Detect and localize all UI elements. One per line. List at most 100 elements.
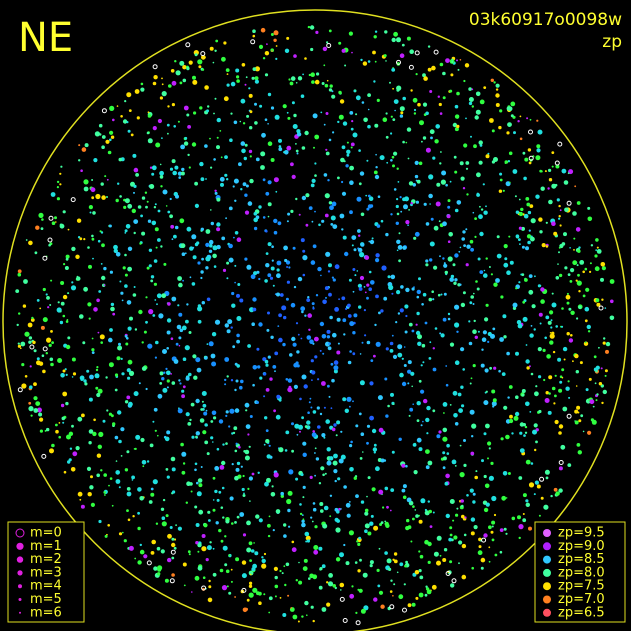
star	[447, 199, 451, 203]
star	[252, 67, 257, 71]
star	[249, 415, 253, 418]
star	[383, 459, 387, 462]
star	[115, 460, 118, 462]
star	[332, 584, 337, 588]
star	[212, 253, 217, 259]
star	[425, 259, 429, 263]
star	[423, 202, 427, 206]
star	[364, 508, 369, 513]
star	[325, 112, 329, 115]
star	[484, 368, 489, 373]
star	[105, 139, 110, 144]
star	[242, 607, 248, 613]
star	[134, 557, 137, 560]
star	[448, 537, 453, 542]
star	[427, 67, 432, 72]
star	[151, 165, 157, 171]
star	[408, 322, 413, 327]
star	[426, 589, 432, 595]
bright-star	[558, 460, 564, 465]
star	[358, 412, 362, 416]
star	[499, 337, 504, 342]
star	[314, 174, 317, 177]
star	[329, 315, 333, 320]
star	[461, 504, 464, 508]
star	[320, 111, 323, 114]
magnitude-label: m=2	[30, 552, 62, 567]
zp-marker	[543, 555, 551, 564]
star	[153, 566, 158, 571]
star	[137, 487, 142, 492]
star	[366, 340, 371, 345]
star	[35, 225, 40, 230]
star	[131, 479, 134, 481]
star	[577, 273, 580, 277]
star	[453, 281, 457, 285]
star	[226, 178, 229, 181]
star	[354, 561, 358, 564]
star	[524, 157, 529, 162]
star	[352, 132, 358, 138]
star	[397, 344, 403, 350]
star	[396, 37, 401, 43]
star	[127, 246, 133, 251]
star	[225, 217, 228, 220]
star	[250, 549, 255, 553]
star	[17, 269, 22, 274]
star	[503, 335, 507, 339]
star	[240, 465, 243, 468]
star	[368, 270, 372, 274]
star	[372, 50, 376, 55]
star	[200, 408, 204, 411]
star	[38, 212, 44, 218]
star	[92, 211, 96, 215]
star	[315, 294, 319, 297]
star	[242, 182, 247, 187]
star	[374, 123, 379, 128]
star	[525, 359, 530, 364]
star	[577, 249, 581, 253]
star	[498, 369, 501, 373]
star	[298, 213, 301, 216]
star	[159, 163, 162, 166]
star	[605, 341, 611, 347]
star	[422, 420, 424, 423]
star	[181, 389, 185, 393]
star	[495, 103, 500, 107]
star	[318, 546, 323, 551]
star	[46, 427, 50, 432]
star	[127, 376, 131, 380]
star	[167, 105, 170, 108]
star	[180, 144, 186, 150]
star	[513, 415, 519, 421]
star	[248, 149, 253, 154]
star	[359, 380, 365, 386]
star	[98, 431, 104, 437]
star	[180, 442, 184, 447]
star	[171, 381, 176, 385]
star	[429, 203, 431, 205]
star	[357, 569, 361, 573]
star	[133, 286, 136, 288]
star	[119, 195, 122, 198]
star	[534, 448, 537, 452]
star	[425, 449, 430, 454]
star	[461, 574, 467, 580]
star	[337, 342, 340, 345]
star	[312, 502, 316, 505]
star	[358, 287, 363, 291]
star	[96, 473, 100, 478]
star	[396, 88, 400, 92]
bright-star	[402, 607, 407, 613]
star	[558, 388, 563, 393]
star	[360, 500, 365, 504]
bright-star	[200, 51, 206, 57]
star	[181, 325, 187, 331]
star	[101, 195, 106, 200]
star	[509, 260, 514, 265]
star	[58, 435, 61, 439]
star	[432, 347, 435, 350]
star	[610, 299, 614, 304]
star	[63, 470, 67, 474]
magnitude-label: m=0	[30, 526, 62, 541]
